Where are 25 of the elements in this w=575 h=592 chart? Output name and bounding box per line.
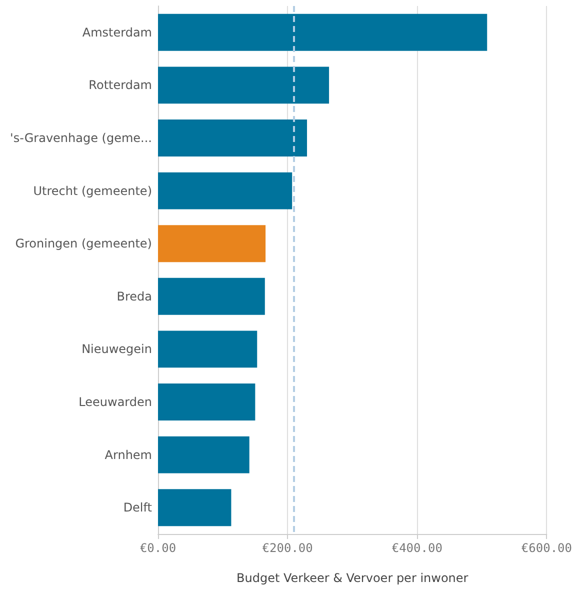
bar <box>158 225 266 262</box>
bar <box>158 384 256 420</box>
y-tick-label: 's-Gravenhage (geme... <box>10 131 152 145</box>
x-tick-label: €0.00 <box>140 541 176 555</box>
y-tick-label: Leeuwarden <box>78 395 152 409</box>
bar <box>158 66 330 104</box>
x-axis-title: Budget Verkeer & Vervoer per inwoner <box>236 571 468 585</box>
bar <box>158 278 265 315</box>
y-tick-label: Arnhem <box>104 448 152 462</box>
x-tick-label: €600.00 <box>521 541 572 555</box>
bar <box>158 489 232 526</box>
y-tick-label: Utrecht (gemeente) <box>33 184 152 198</box>
y-tick-label: Nieuwegein <box>82 342 152 356</box>
y-tick-label: Breda <box>116 289 152 304</box>
bar <box>158 14 488 51</box>
y-tick-label: Rotterdam <box>88 78 152 92</box>
bar <box>158 172 292 210</box>
x-tick-label: €400.00 <box>392 541 442 555</box>
y-tick-label: Delft <box>123 500 152 515</box>
y-tick-label: Amsterdam <box>82 25 152 40</box>
x-tick-label: €200.00 <box>262 541 313 555</box>
y-tick-label: Groningen (gemeente) <box>15 236 152 251</box>
bar <box>158 436 250 474</box>
bar <box>158 330 258 368</box>
bar <box>158 120 308 156</box>
